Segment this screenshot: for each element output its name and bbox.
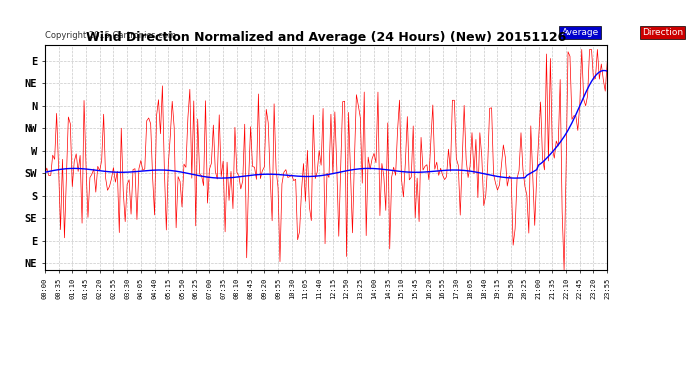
Text: Direction: Direction	[642, 28, 683, 37]
Text: Copyright 2015 Cartronics.com: Copyright 2015 Cartronics.com	[45, 32, 176, 40]
Text: Average: Average	[562, 28, 599, 37]
Title: Wind Direction Normalized and Average (24 Hours) (New) 20151126: Wind Direction Normalized and Average (2…	[86, 31, 566, 44]
